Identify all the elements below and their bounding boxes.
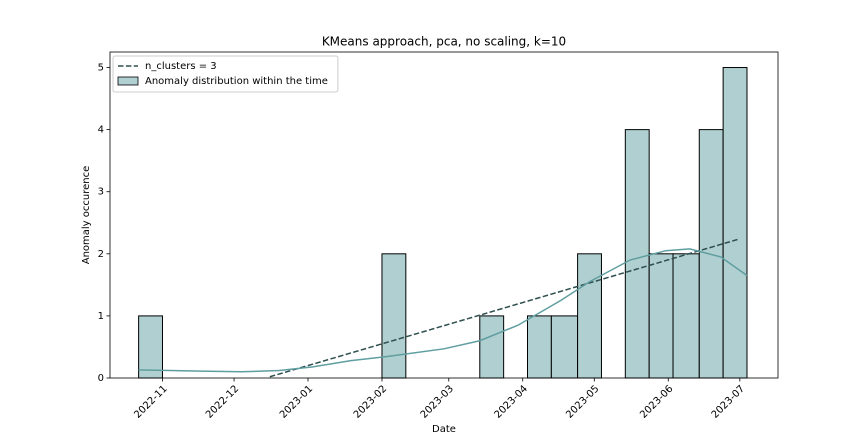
histogram-bar — [648, 253, 674, 379]
legend-box — [112, 55, 339, 93]
y-tick-label: 0 — [98, 373, 104, 384]
legend-swatch — [117, 76, 139, 86]
chart-title: KMeans approach, pca, no scaling, k=10 — [322, 35, 566, 49]
y-tick-label: 3 — [98, 187, 104, 198]
legend-label: n_clusters = 3 — [145, 61, 217, 72]
histogram-bar — [722, 67, 748, 379]
histogram-bar — [624, 129, 650, 379]
x-tick-label: 2022-12 — [204, 383, 241, 420]
y-tick-label: 4 — [98, 125, 104, 136]
x-tick-label: 2022-11 — [132, 383, 169, 420]
trend-line — [269, 238, 738, 378]
y-tick-label: 2 — [98, 249, 104, 260]
x-tick-label: 2023-01 — [278, 383, 315, 420]
legend-label: Anomaly distribution within the time — [145, 76, 328, 87]
histogram-bar — [381, 253, 407, 379]
x-tick-label: 2023-07 — [710, 383, 747, 420]
x-tick-label: 2023-02 — [352, 383, 389, 420]
y-tick-label: 1 — [98, 311, 104, 322]
kde-line — [138, 248, 748, 373]
histogram-bar — [577, 253, 602, 379]
histogram-bar — [672, 253, 700, 379]
y-axis-label: Anomaly occurence — [81, 166, 92, 265]
x-axis-label: Date — [432, 424, 456, 432]
histogram-bar — [527, 315, 552, 379]
plot-frame — [109, 51, 779, 379]
y-tick-label: 5 — [98, 63, 104, 74]
histogram-bar — [550, 315, 579, 379]
x-tick-label: 2023-06 — [638, 383, 675, 420]
x-tick-label: 2023-03 — [419, 383, 456, 420]
legend: n_clusters = 3 Anomaly distribution withi… — [112, 55, 339, 93]
x-tick-label: 2023-05 — [564, 383, 601, 420]
histogram-bar — [479, 315, 505, 379]
x-tick-label: 2023-04 — [493, 383, 530, 420]
histogram-bar — [138, 315, 163, 379]
